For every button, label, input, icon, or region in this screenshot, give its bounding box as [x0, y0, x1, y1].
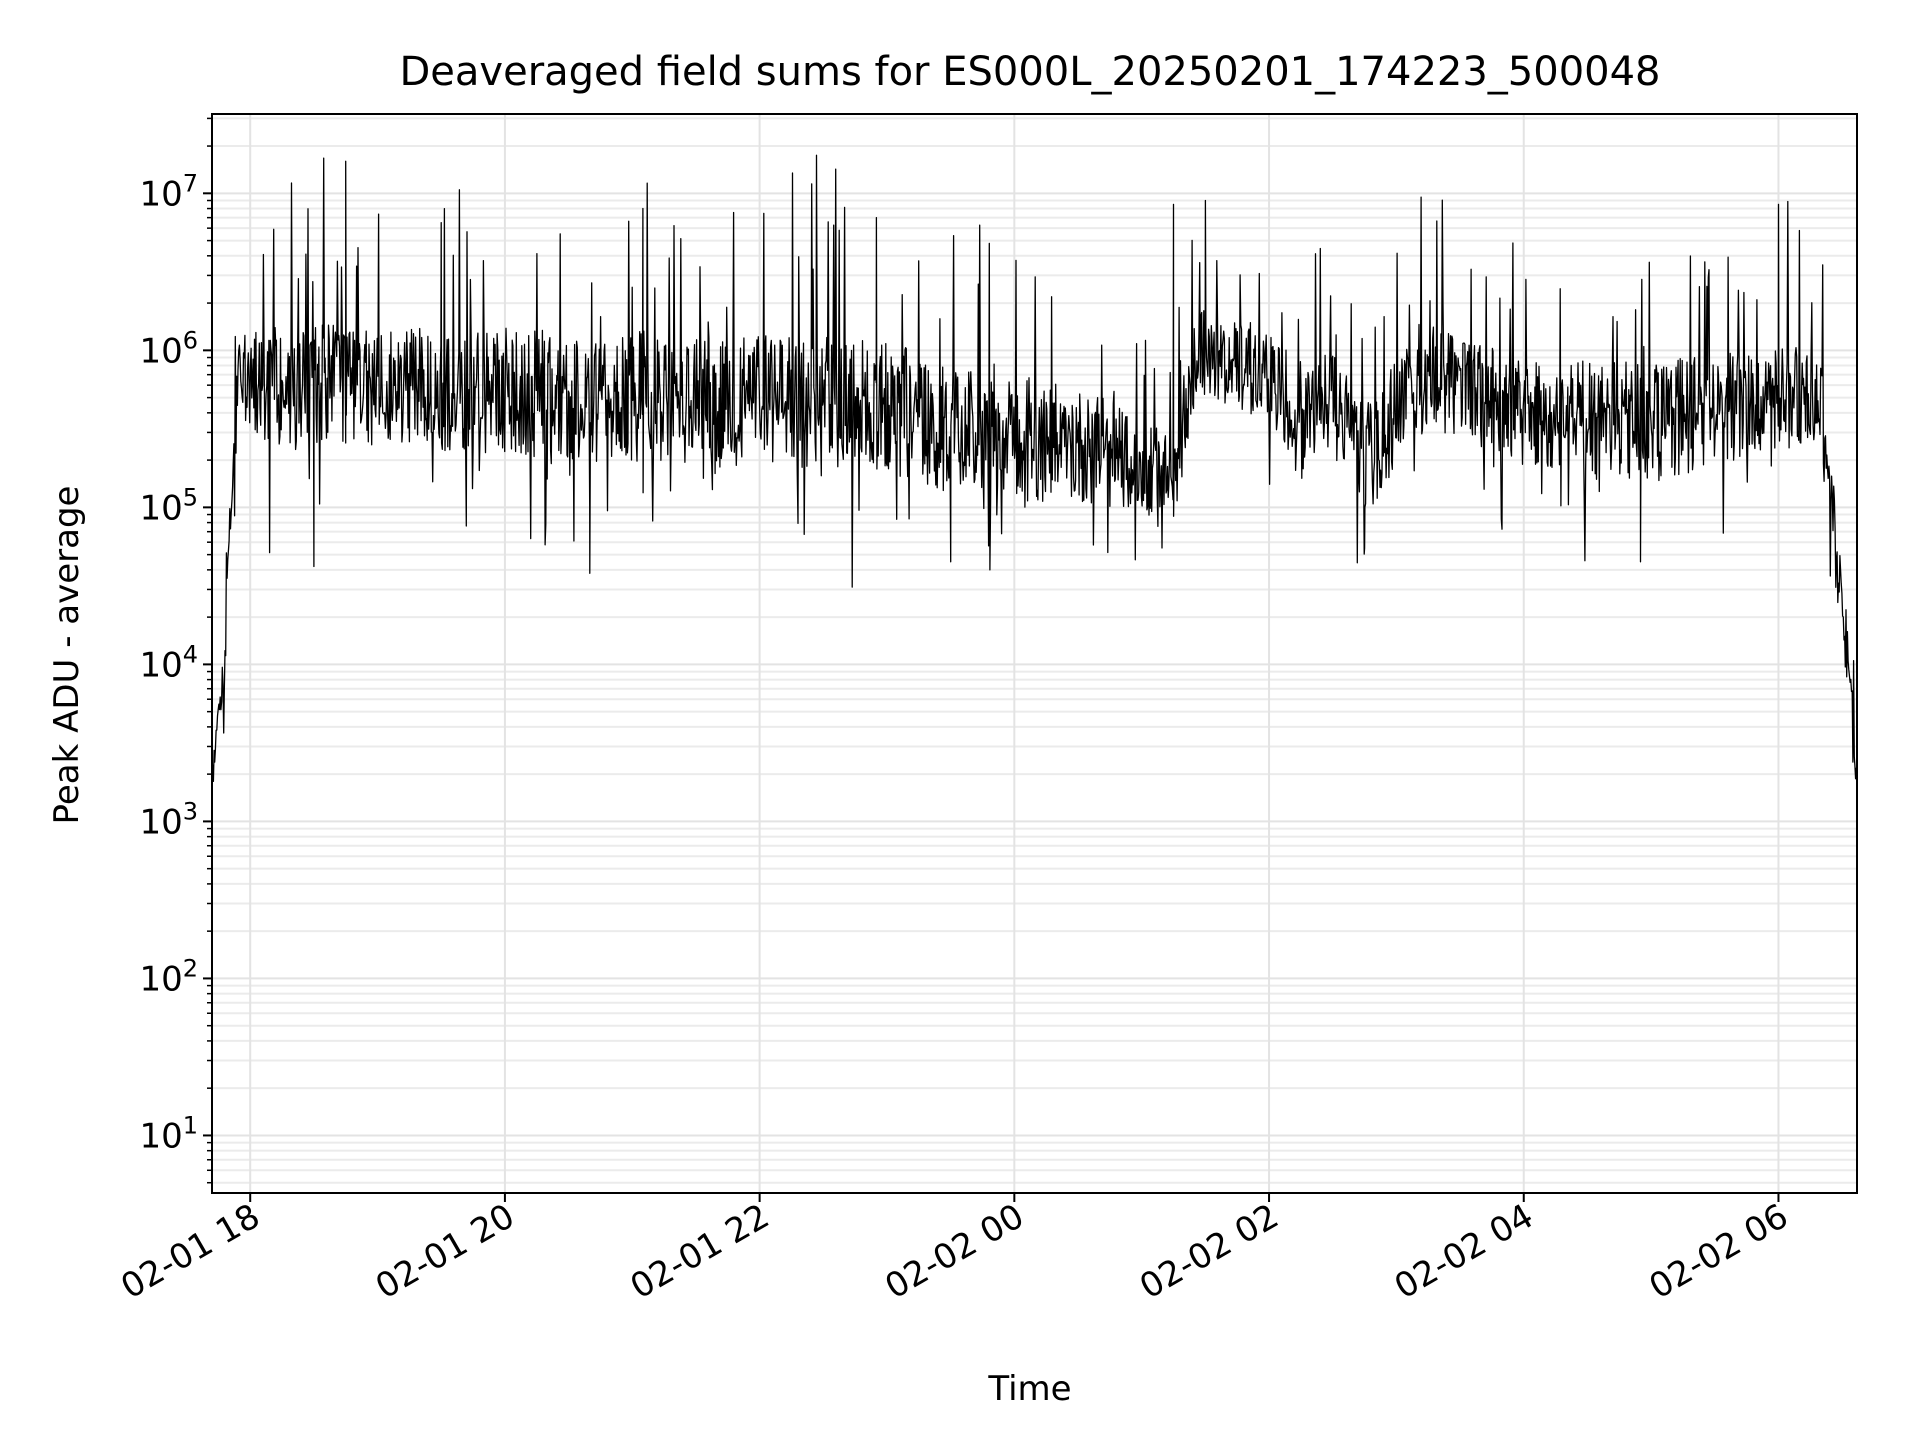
x-axis-label: Time: [987, 1369, 1071, 1409]
y-tick-label: 102: [139, 954, 198, 999]
y-axis: 101 102 103 104 105 106 107: [139, 117, 212, 1184]
series-layer: [211, 154, 1858, 792]
chart-title: Deaveraged field sums for ES000L_2025020…: [400, 49, 1661, 95]
y-tick-label: 103: [139, 797, 198, 842]
y-tick-label: 105: [139, 483, 198, 528]
y-tick-label: 101: [139, 1111, 198, 1156]
y-axis-label: Peak ADU - average: [47, 486, 87, 825]
y-tick-label: 104: [139, 640, 198, 685]
series-line: [211, 154, 1858, 792]
y-tick-label: 107: [139, 169, 198, 214]
axes-frame: [211, 113, 1858, 1194]
y-tick-label: 106: [139, 326, 198, 371]
